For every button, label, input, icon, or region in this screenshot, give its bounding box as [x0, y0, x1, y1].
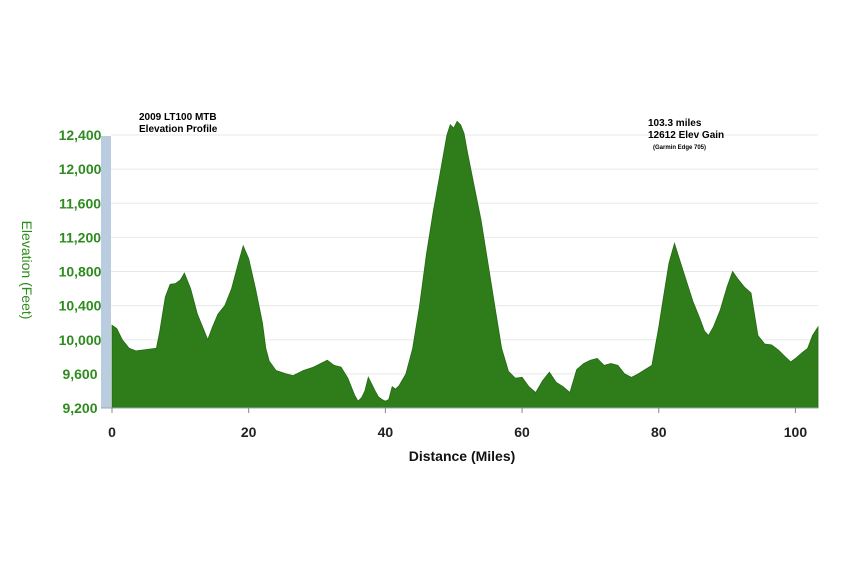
x-tick-label-3: 60: [514, 424, 530, 440]
y-tick-label-1: 9,600: [62, 366, 97, 382]
elevation-area: [111, 120, 819, 409]
y-tick-label-2: 10,000: [59, 332, 102, 348]
y-tick-label-0: 9,200: [62, 400, 97, 416]
y-tick-label-4: 10,800: [59, 264, 102, 280]
x-axis-title: Distance (Miles): [409, 448, 516, 464]
x-tick-label-2: 40: [378, 424, 394, 440]
distance-annotation: 103.3 miles: [648, 118, 702, 129]
y-tick-label-8: 12,400: [59, 127, 102, 143]
x-tick-label-0: 0: [108, 424, 116, 440]
y-axis-band: [101, 136, 111, 408]
y-tick-label-5: 11,200: [59, 229, 101, 245]
chart-title: 2009 LT100 MTB: [139, 112, 217, 123]
chart-title-block: 2009 LT100 MTB Elevation Profile: [139, 112, 217, 136]
stats-block: 103.3 miles 12612 Elev Gain: [648, 118, 724, 142]
x-tick-label-4: 80: [651, 424, 667, 440]
x-tick-label-5: 100: [784, 424, 808, 440]
device-annotation: (Garmin Edge 705): [653, 145, 707, 151]
y-tick-label-7: 12,000: [59, 161, 102, 177]
y-tick-label-6: 11,600: [59, 195, 101, 211]
chart-subtitle: Elevation Profile: [139, 124, 218, 135]
y-tick-label-3: 10,400: [59, 298, 102, 314]
y-axis-title: Elevation (Feet): [19, 221, 35, 320]
gain-annotation: 12612 Elev Gain: [648, 130, 725, 141]
x-tick-label-1: 20: [241, 424, 257, 440]
